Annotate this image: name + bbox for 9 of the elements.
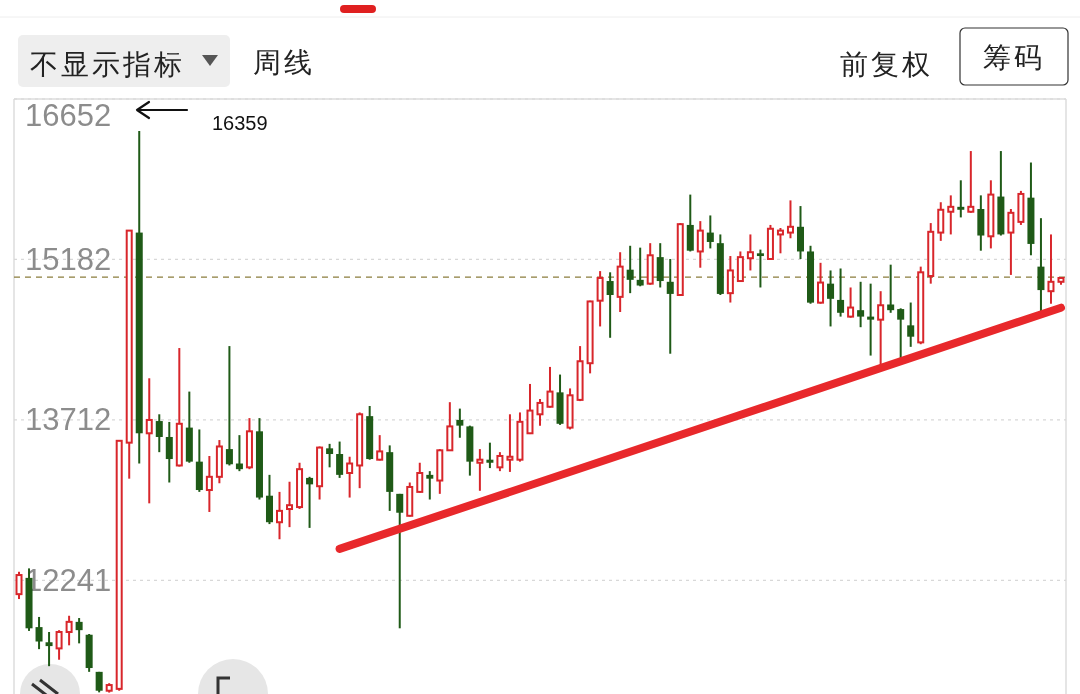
text: 筹码 [983, 42, 1045, 73]
y-tick-label: 13712 [25, 402, 112, 438]
y-tick-label: 16652 [25, 97, 112, 133]
text: 不显示指标 [30, 49, 185, 80]
text: 周线 [253, 47, 315, 78]
text: 前复权 [840, 49, 933, 80]
annotation: 16359 [212, 112, 268, 134]
y-tick-label: 12241 [25, 562, 112, 598]
y-tick-label: 15182 [25, 241, 112, 277]
